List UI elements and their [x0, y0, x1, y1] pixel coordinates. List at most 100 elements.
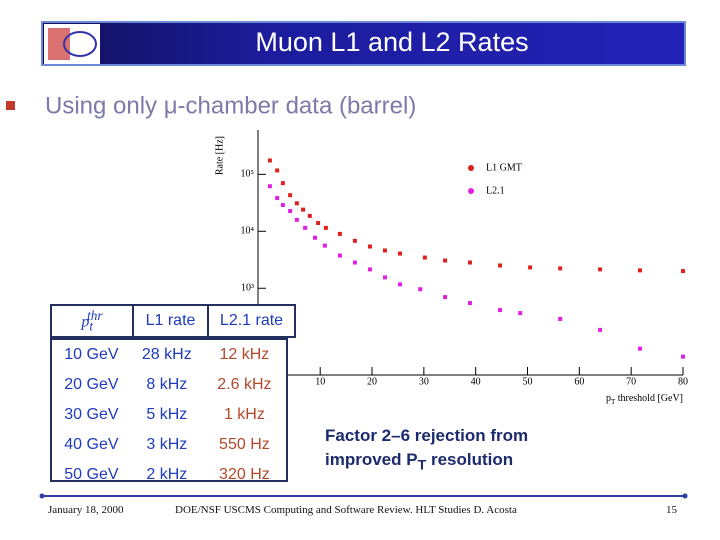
text: p	[81, 313, 90, 331]
cell: 320 Hz	[219, 466, 270, 483]
footer-date: January 18, 2000	[48, 504, 124, 516]
x-tick-label: 30	[419, 376, 429, 387]
text: L2.1 rate	[219, 312, 284, 329]
point	[294, 201, 299, 206]
table-row: 20 GeV 8 kHz 2.6 kHz	[52, 370, 286, 400]
point	[398, 251, 403, 256]
point	[352, 260, 357, 265]
subscript: T	[611, 398, 616, 406]
point	[637, 346, 642, 351]
point	[294, 217, 299, 222]
bullet-text: Using only μ-chamber data (barrel)	[45, 92, 416, 119]
x-tick-label: 40	[471, 376, 481, 387]
text: L1 rate	[145, 312, 196, 329]
cell: 10 GeV	[64, 346, 119, 363]
point	[337, 253, 342, 258]
legend-label: L2.1	[486, 185, 505, 196]
x-tick-label: 80	[678, 376, 688, 387]
footer-center: DOE/NSF USCMS Computing and Software Rev…	[175, 504, 517, 516]
cell: 8 kHz	[146, 376, 188, 393]
legend-label: L1 GMT	[486, 162, 522, 173]
point	[301, 207, 306, 212]
header-row: ptthr L1 rate L2.1 rate	[50, 304, 296, 338]
point	[558, 266, 563, 271]
point	[558, 316, 563, 321]
cell: 1 kHz	[223, 406, 265, 423]
cell: 40 GeV	[64, 436, 119, 453]
point	[681, 269, 685, 274]
point	[518, 311, 523, 316]
table-row: 30 GeV 5 kHz 1 kHz	[52, 400, 286, 430]
point	[267, 184, 272, 189]
rule-dot	[682, 493, 688, 499]
point	[367, 267, 372, 272]
y-axis-label: Rate [Hz]	[214, 136, 225, 175]
cell: 5 kHz	[146, 406, 188, 423]
cell: 28 kHz	[141, 346, 192, 363]
rule-dot	[39, 493, 45, 499]
text: resolution	[426, 450, 514, 469]
header-cell: L2.1 rate	[207, 304, 296, 338]
table-body: 10 GeV 28 kHz 12 kHz 20 GeV 8 kHz 2.6 kHz 30 G…	[50, 338, 288, 483]
x-tick-label: 70	[626, 376, 636, 387]
x-tick-label: 10	[315, 376, 325, 387]
bullet-mark	[6, 101, 15, 110]
point	[280, 181, 285, 186]
table-row: 50 GeV 2 kHz 320 Hz	[52, 460, 286, 490]
cell: 3 kHz	[146, 436, 188, 453]
text: improved P	[325, 450, 418, 469]
title-bar	[41, 21, 686, 66]
cell: 20 GeV	[64, 376, 119, 393]
legend-marker	[468, 188, 474, 194]
x-tick-label: 20	[367, 376, 377, 387]
y-tick-label: 10⁵	[241, 169, 255, 180]
point	[382, 248, 387, 253]
cell: 550 Hz	[219, 436, 270, 453]
text: p	[606, 393, 611, 404]
table-row: 10 GeV 28 kHz 12 kHz	[52, 340, 286, 370]
point	[467, 301, 472, 306]
point	[303, 225, 308, 230]
point	[307, 213, 312, 218]
point	[498, 263, 503, 268]
subscript: t	[89, 318, 94, 334]
cell: 2.6 kHz	[217, 376, 272, 393]
point	[528, 265, 533, 270]
point	[398, 282, 403, 287]
x-tick-label: 60	[574, 376, 584, 387]
point	[288, 209, 293, 214]
point	[322, 243, 327, 248]
point	[367, 244, 372, 249]
point	[443, 295, 448, 300]
header-cell: L1 rate	[132, 304, 209, 338]
x-axis-label: pT threshold [GeV]	[606, 393, 683, 405]
point	[637, 268, 642, 273]
cell: 50 GeV	[64, 466, 119, 483]
table: 10 GeV 28 kHz 12 kHz 20 GeV 8 kHz 2.6 kHz 30 G…	[52, 340, 286, 490]
cell: 2 kHz	[146, 466, 188, 483]
point	[681, 354, 685, 359]
text: threshold [GeV]	[615, 393, 683, 404]
logo-ring	[63, 31, 97, 57]
x-tick-label: 50	[523, 376, 533, 387]
superscript: thr	[87, 307, 103, 323]
point	[598, 267, 603, 272]
point	[418, 287, 423, 292]
note: Factor 2–6 rejection from improved PT res…	[325, 424, 528, 477]
point	[467, 260, 472, 265]
note-line: improved PT resolution	[325, 448, 528, 477]
point	[443, 258, 448, 263]
cell: 30 GeV	[64, 406, 119, 423]
logo-flag	[48, 28, 70, 60]
point	[337, 231, 342, 236]
point	[323, 225, 328, 230]
point	[598, 327, 603, 332]
footer-page: 15	[666, 504, 677, 516]
cell: 12 kHz	[219, 346, 270, 363]
point	[280, 203, 285, 208]
plot: 10³ 10⁴ 10⁵ 10 20 30 40 50 60 70 80 Rate [Hz] pT thr…	[214, 130, 688, 406]
table-header: ptthr L1 rate L2.1 rate	[50, 304, 296, 338]
y-tick-label: 10⁴	[241, 226, 255, 237]
